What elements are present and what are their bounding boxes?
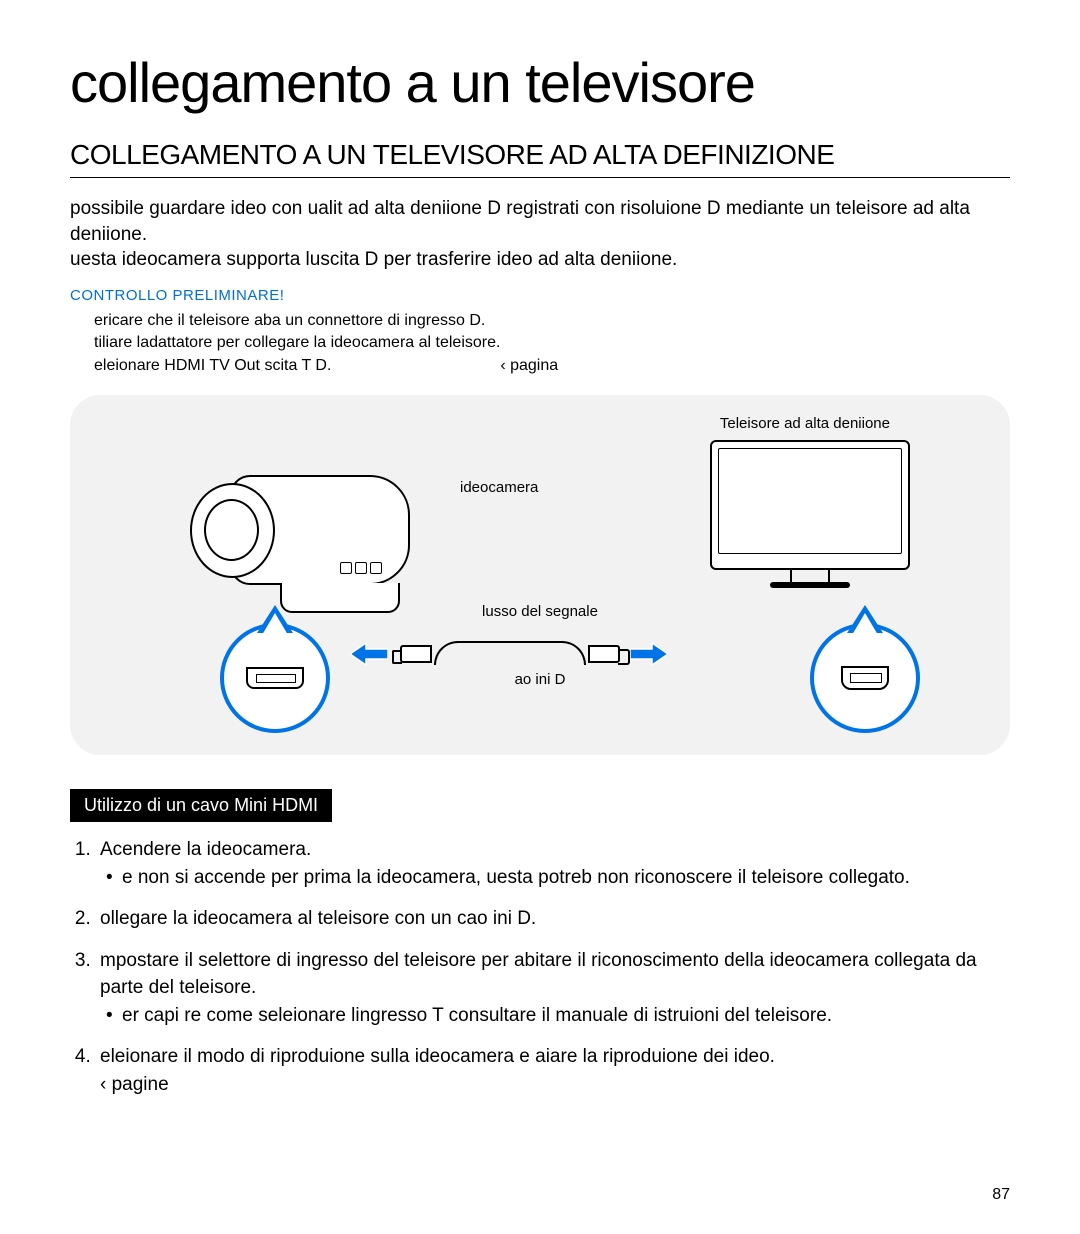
prelim-item-text: eleionare HDMI TV Out scita T D. — [94, 357, 331, 374]
page-title: collegamento a un televisore — [70, 50, 1010, 115]
step-text: eleionare il modo di riproduione sulla i… — [100, 1046, 775, 1067]
section-heading: COLLEGAMENTO A UN TELEVISORE AD ALTA DEF… — [70, 139, 1010, 178]
camera-label: ideocamera — [460, 479, 538, 496]
step-page-ref: ‹ pagine — [100, 1071, 1010, 1099]
hdmi-port-icon — [841, 666, 889, 690]
step-3: mpostare il selettore di ingresso del te… — [96, 947, 1010, 1030]
step-4: eleionare il modo di riproduione sulla i… — [96, 1043, 1010, 1098]
section-tag: Utilizzo di un cavo Mini HDMI — [70, 789, 332, 822]
step-sub-bullet: er capi re come seleionare lingresso T c… — [100, 1002, 1010, 1030]
prelim-item: tiliare ladattatore per collegare la ide… — [94, 332, 1010, 354]
prelim-item: ericare che il teleisore aba un connetto… — [94, 310, 1010, 332]
intro-line-1: possibile guardare ideo con ualit ad alt… — [70, 198, 970, 245]
arrow-right-icon — [630, 641, 668, 667]
intro-line-2: uesta ideocamera supporta luscita D per … — [70, 249, 677, 270]
page-number: 87 — [992, 1186, 1010, 1204]
preliminary-check-list: ericare che il teleisore aba un connetto… — [70, 310, 1010, 377]
step-2: ollegare la ideocamera al teleisore con … — [96, 905, 1010, 933]
step-1: Acendere la ideocamera. e non si accende… — [96, 836, 1010, 891]
prelim-page-ref: ‹ pagina — [500, 357, 558, 374]
preliminary-check-label: CONTROLLO PRELIMINARE! — [70, 287, 1010, 304]
step-text: Acendere la ideocamera. — [100, 839, 311, 860]
connection-diagram: Teleisore ad alta deniione ideocamera lu… — [70, 395, 1010, 755]
camera-illustration — [190, 465, 430, 615]
instruction-steps: Acendere la ideocamera. e non si accende… — [70, 836, 1010, 1098]
tv-label: Teleisore ad alta deniione — [720, 415, 890, 432]
tv-illustration — [710, 440, 910, 590]
tv-port-callout — [810, 623, 920, 733]
step-text: mpostare il selettore di ingresso del te… — [100, 950, 977, 999]
prelim-item: eleionare HDMI TV Out scita T D. ‹ pagin… — [94, 355, 1010, 377]
step-sub-bullet: e non si accende per prima la ideocamera… — [100, 864, 1010, 892]
camera-port-callout — [220, 623, 330, 733]
mini-hdmi-port-icon — [246, 667, 304, 689]
intro-paragraph: possibile guardare ideo con ualit ad alt… — [70, 196, 1010, 273]
hdmi-cable-illustration — [400, 639, 620, 669]
cable-label: ao ini D — [515, 671, 566, 688]
arrow-left-icon — [350, 641, 388, 667]
signal-flow-label: lusso del segnale — [482, 603, 598, 620]
